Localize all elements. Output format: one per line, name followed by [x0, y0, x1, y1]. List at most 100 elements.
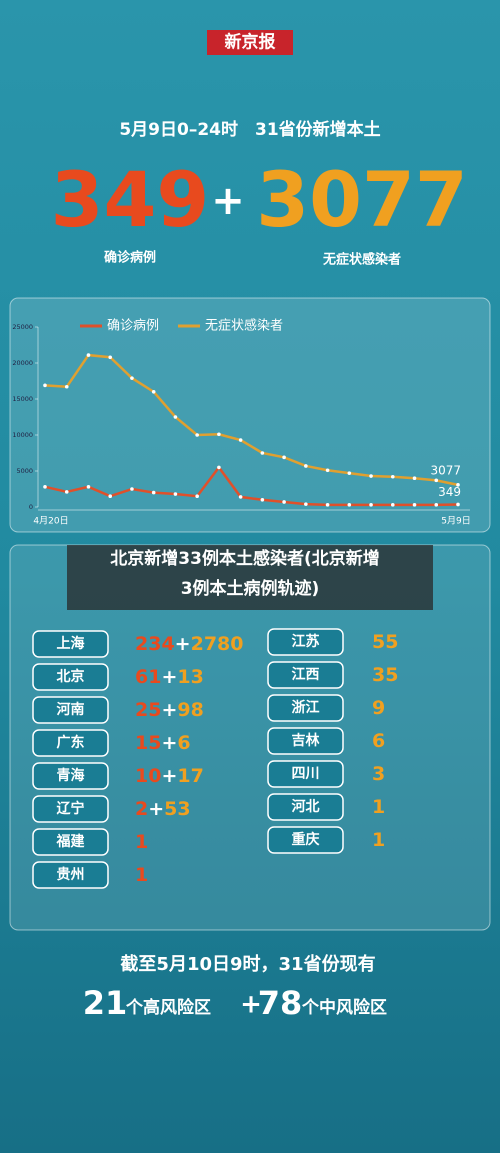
- value-part: 1: [135, 831, 148, 853]
- data-point: [390, 474, 395, 479]
- data-point: [173, 492, 178, 496]
- province-name: 广东: [57, 734, 85, 751]
- province-name: 重庆: [292, 831, 320, 848]
- data-point: [282, 500, 286, 504]
- mid-risk-label: 个中风险区: [301, 997, 387, 1018]
- chart-panel: [9, 297, 491, 533]
- data-point: [456, 483, 460, 487]
- value-part: +: [161, 732, 177, 754]
- y-tick-label: 0: [29, 503, 33, 511]
- province-pill: [267, 760, 344, 788]
- x-tick-label: 4月20日: [33, 516, 68, 527]
- value-part: +: [161, 765, 177, 787]
- value-part: 98: [177, 699, 203, 721]
- province-value: 55: [372, 631, 398, 653]
- data-point: [195, 433, 199, 437]
- data-point: [347, 503, 352, 507]
- value-part: 13: [177, 666, 203, 688]
- data-point: [217, 465, 221, 470]
- value-part: 53: [164, 798, 190, 820]
- value-part: 3: [372, 763, 385, 785]
- value-part: 9: [372, 697, 385, 719]
- province-name: 河北: [292, 798, 320, 815]
- data-point: [456, 502, 460, 507]
- province-pill: [32, 828, 109, 856]
- high-risk-count: 21: [83, 984, 128, 1022]
- data-point: [43, 485, 47, 489]
- caption-line: 3例本土病例轨迹): [181, 578, 320, 599]
- province-value: 3: [372, 763, 385, 785]
- data-point: [369, 474, 373, 478]
- value-part: 17: [177, 765, 203, 787]
- province-pill: [32, 696, 109, 724]
- province-value: 1: [135, 864, 148, 886]
- data-point: [108, 355, 113, 360]
- asymptomatic-number: 3077: [256, 155, 468, 244]
- data-point: [325, 468, 330, 473]
- value-part: +: [148, 798, 164, 820]
- chart: 0 5000 10000 15000 20000 25000 4月20日 5月9日 确诊病例 无症…: [12, 318, 470, 527]
- province-name: 四川: [292, 766, 320, 782]
- data-point: [173, 415, 178, 419]
- data-point: [151, 490, 156, 495]
- y-tick-label: 25000: [12, 323, 33, 331]
- province-name: 福建: [56, 833, 85, 850]
- caption-line: 北京新增33例本土感染者(北京新增: [110, 548, 379, 569]
- province-name: 上海: [57, 635, 85, 652]
- province-value: 2+53: [135, 798, 191, 820]
- province-name: 辽宁: [57, 800, 85, 817]
- data-point: [412, 503, 417, 507]
- province-value: 25+98: [135, 699, 204, 721]
- value-part: 25: [135, 699, 161, 721]
- province-pill: [267, 793, 344, 821]
- province-pill: [267, 727, 344, 755]
- province-pill: [32, 663, 109, 691]
- caption-box: [67, 545, 433, 610]
- data-point: [108, 494, 113, 499]
- province-value: 1: [135, 831, 148, 853]
- value-part: 61: [135, 666, 161, 688]
- province-name: 北京: [57, 668, 85, 685]
- province-name: 贵州: [57, 866, 85, 883]
- province-value: 9: [372, 697, 385, 719]
- province-value: 1: [372, 796, 385, 818]
- province-value: 10+17: [135, 765, 204, 787]
- data-point: [304, 502, 308, 506]
- province-pill: [267, 826, 344, 854]
- series-line: [44, 353, 459, 487]
- value-part: 1: [135, 864, 148, 886]
- province-pill: [32, 729, 109, 757]
- value-part: 1: [372, 796, 385, 818]
- headline: 5月9日0–24时 31省份新增本土: [119, 119, 380, 140]
- confirmed-number: 349: [51, 155, 210, 244]
- data-point: [260, 451, 265, 455]
- province-pill: [267, 694, 344, 722]
- value-part: 55: [372, 631, 398, 653]
- plus: +: [240, 990, 262, 1020]
- value-part: 10: [135, 765, 161, 787]
- data-point: [86, 353, 91, 357]
- y-tick-label: 5000: [16, 467, 33, 475]
- data-point: [347, 471, 352, 475]
- province-name: 河南: [57, 701, 85, 718]
- x-tick-label: 5月9日: [441, 516, 470, 527]
- end-label: 349: [438, 485, 461, 499]
- data-point: [195, 494, 199, 499]
- province-pill: [267, 661, 344, 689]
- data-point: [260, 498, 265, 502]
- series-line: [44, 465, 459, 507]
- province-value: 35: [372, 664, 398, 686]
- data-point: [86, 485, 91, 489]
- province-pill: [267, 628, 344, 656]
- masthead-box: [207, 30, 293, 55]
- province-name: 浙江: [292, 699, 320, 716]
- value-part: +: [161, 666, 177, 688]
- data-point: [412, 476, 417, 481]
- y-tick-label: 15000: [12, 395, 33, 403]
- value-part: 234: [135, 633, 175, 655]
- value-part: 2: [135, 798, 148, 820]
- data-point: [390, 503, 395, 507]
- legend-label: 无症状感染者: [205, 318, 283, 334]
